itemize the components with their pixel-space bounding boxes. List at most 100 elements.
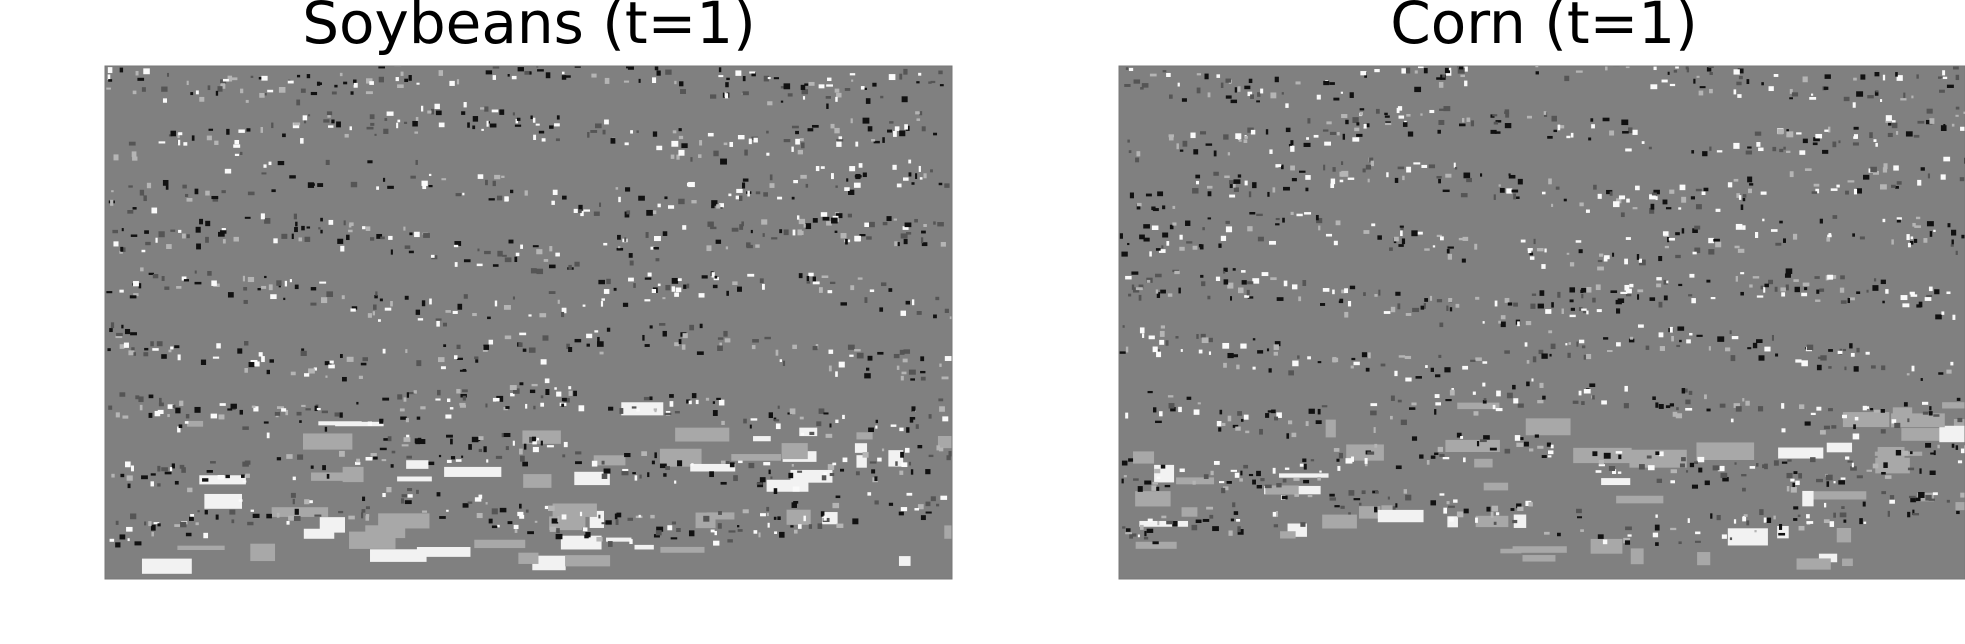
speckle bbox=[1670, 527, 1677, 531]
speckle bbox=[590, 130, 598, 133]
speckle bbox=[403, 226, 406, 231]
speckle bbox=[341, 295, 345, 300]
speckle bbox=[1447, 246, 1454, 249]
speckle bbox=[1365, 367, 1370, 372]
speckle bbox=[1261, 272, 1269, 277]
speckle bbox=[1155, 273, 1162, 278]
speckle bbox=[1823, 86, 1829, 90]
speckle bbox=[435, 110, 442, 116]
speckle bbox=[1216, 420, 1222, 427]
speckle bbox=[460, 393, 467, 398]
speckle bbox=[574, 471, 610, 486]
speckle bbox=[1819, 218, 1823, 224]
speckle bbox=[1816, 478, 1824, 483]
speckle bbox=[153, 522, 160, 525]
speckle bbox=[1344, 311, 1349, 318]
speckle bbox=[797, 470, 803, 473]
speckle bbox=[331, 119, 335, 124]
speckle bbox=[1405, 377, 1412, 382]
speckle bbox=[1267, 191, 1270, 197]
speckle bbox=[1575, 240, 1582, 243]
speckle bbox=[867, 126, 873, 132]
speckle bbox=[472, 125, 476, 130]
speckle bbox=[1541, 264, 1546, 269]
speckle bbox=[1550, 444, 1554, 449]
speckle bbox=[1742, 516, 1747, 522]
speckle bbox=[1669, 189, 1675, 194]
speckle bbox=[1247, 127, 1254, 133]
speckle bbox=[1882, 300, 1885, 304]
speckle bbox=[573, 208, 578, 213]
speckle bbox=[211, 195, 219, 200]
speckle bbox=[1545, 309, 1552, 314]
speckle bbox=[744, 149, 748, 156]
speckle bbox=[900, 507, 908, 512]
speckle bbox=[829, 473, 835, 477]
speckle bbox=[1342, 133, 1346, 140]
speckle bbox=[1169, 94, 1173, 99]
speckle bbox=[1597, 259, 1603, 263]
speckle bbox=[845, 238, 848, 245]
speckle bbox=[157, 409, 164, 415]
speckle bbox=[1823, 519, 1830, 524]
speckle bbox=[1525, 500, 1532, 507]
speckle bbox=[1786, 486, 1790, 492]
speckle bbox=[1276, 412, 1282, 418]
speckle bbox=[1411, 230, 1418, 237]
speckle bbox=[1248, 473, 1254, 477]
speckle bbox=[1708, 249, 1715, 255]
speckle bbox=[310, 287, 317, 291]
speckle bbox=[1121, 460, 1128, 466]
speckle bbox=[511, 75, 517, 80]
speckle bbox=[1193, 149, 1199, 155]
speckle bbox=[1482, 361, 1488, 364]
speckle bbox=[691, 393, 697, 399]
speckle bbox=[925, 501, 931, 507]
speckle bbox=[157, 523, 161, 527]
speckle bbox=[1691, 484, 1699, 489]
panel-title: Corn (t=1) bbox=[1390, 0, 1698, 57]
speckle bbox=[1951, 229, 1957, 236]
speckle bbox=[766, 512, 769, 517]
speckle bbox=[1276, 297, 1284, 301]
speckle bbox=[1244, 136, 1248, 139]
speckle bbox=[1133, 451, 1155, 464]
speckle bbox=[1625, 237, 1631, 240]
speckle bbox=[636, 130, 639, 133]
speckle bbox=[212, 356, 220, 359]
speckle bbox=[222, 78, 229, 82]
speckle bbox=[1531, 378, 1534, 382]
speckle bbox=[877, 457, 882, 462]
speckle bbox=[1408, 407, 1416, 410]
speckle bbox=[1128, 458, 1134, 462]
speckle bbox=[446, 509, 449, 512]
speckle bbox=[1516, 196, 1520, 199]
speckle bbox=[908, 369, 916, 375]
speckle bbox=[276, 457, 282, 461]
speckle bbox=[1679, 339, 1682, 343]
speckle bbox=[1656, 478, 1663, 483]
speckle bbox=[141, 87, 146, 92]
speckle bbox=[1859, 518, 1863, 525]
speckle bbox=[656, 145, 663, 151]
speckle bbox=[906, 427, 910, 433]
speckle bbox=[1734, 462, 1737, 465]
speckle bbox=[1852, 142, 1859, 146]
speckle bbox=[712, 284, 718, 289]
speckle bbox=[1519, 58, 1522, 63]
speckle bbox=[478, 448, 483, 453]
speckle bbox=[227, 75, 233, 82]
speckle bbox=[353, 82, 358, 88]
speckle bbox=[320, 217, 323, 222]
speckle bbox=[539, 313, 547, 318]
speckle bbox=[1859, 236, 1865, 240]
speckle bbox=[319, 281, 327, 284]
speckle bbox=[492, 66, 500, 69]
speckle bbox=[242, 275, 246, 282]
speckle bbox=[266, 369, 270, 375]
speckle bbox=[115, 412, 120, 418]
speckle bbox=[1305, 421, 1309, 427]
speckle bbox=[846, 178, 849, 182]
speckle bbox=[1659, 346, 1666, 351]
speckle bbox=[830, 123, 835, 129]
